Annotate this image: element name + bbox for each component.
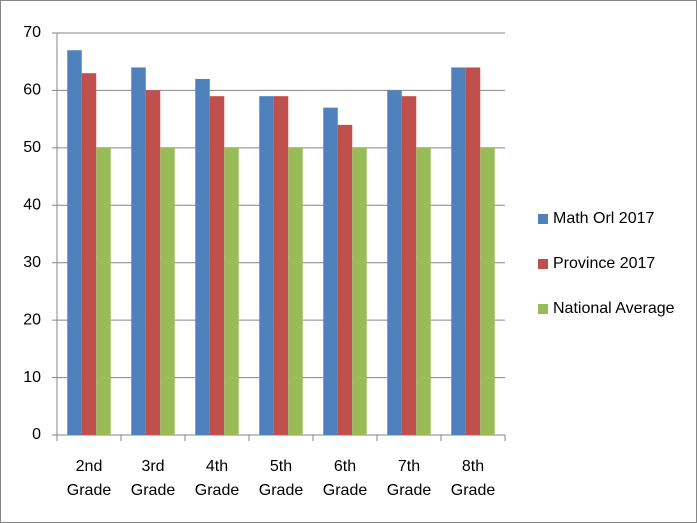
y-tick-label: 40 (23, 197, 41, 214)
y-tick-label: 20 (23, 311, 41, 328)
legend-label: Math Orl 2017 (553, 210, 654, 227)
x-tick-label: 4th Grade (195, 458, 240, 499)
bar (337, 124, 353, 435)
bar (465, 67, 481, 435)
bar (209, 96, 225, 436)
y-tick-label: 70 (23, 24, 41, 41)
legend-label: Province 2017 (553, 255, 655, 272)
y-tick-label: 10 (23, 369, 41, 386)
legend-label: National Average (553, 300, 675, 317)
legend-swatch (538, 304, 548, 314)
x-tick-label: 8th Grade (451, 458, 496, 499)
bar (131, 67, 146, 435)
bar (273, 96, 289, 436)
bar (145, 90, 161, 435)
bar (401, 96, 417, 436)
bar (96, 147, 111, 435)
x-tick-label: 5th Grade (259, 458, 304, 499)
bar (451, 67, 466, 435)
bar (480, 147, 495, 435)
bar (195, 78, 210, 435)
y-tick-label: 0 (32, 426, 41, 443)
bar (67, 50, 82, 435)
bar (352, 147, 367, 435)
x-tick-label: 6th Grade (323, 458, 368, 499)
bar (323, 107, 338, 436)
bar (416, 147, 431, 435)
bar (387, 90, 402, 435)
x-tick-label: 2nd Grade (67, 458, 112, 499)
y-tick-label: 30 (23, 254, 41, 271)
y-tick-label: 60 (23, 82, 41, 99)
bar (288, 147, 303, 435)
bar (224, 147, 239, 435)
bar (259, 96, 274, 436)
bar (160, 147, 175, 435)
x-tick-label: 3rd Grade (131, 458, 176, 499)
legend-swatch (538, 259, 548, 269)
y-tick-label: 50 (23, 139, 41, 156)
legend-swatch (538, 214, 548, 224)
bar (81, 73, 97, 435)
x-tick-label: 7th Grade (387, 458, 432, 499)
